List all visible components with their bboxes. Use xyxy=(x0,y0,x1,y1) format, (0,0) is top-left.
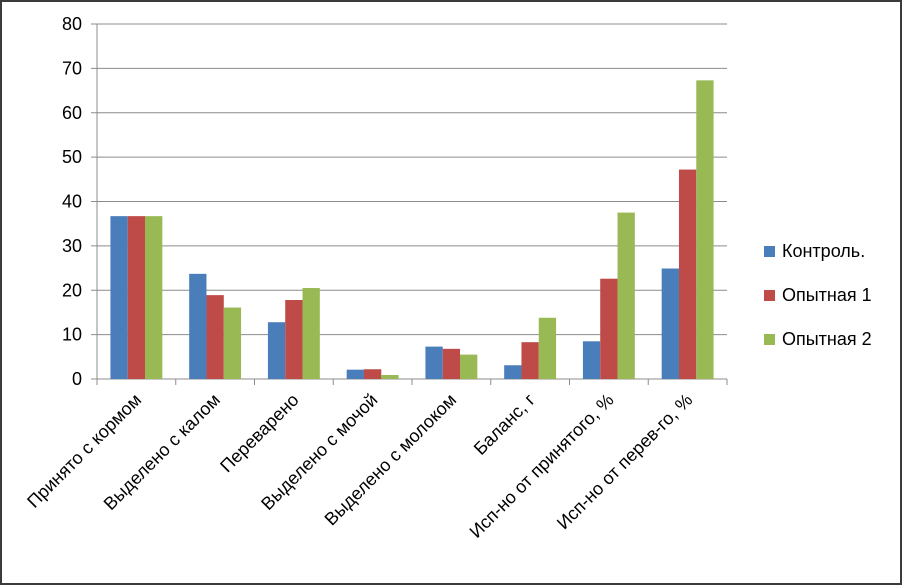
bar xyxy=(442,348,461,379)
bar xyxy=(127,216,146,379)
bars xyxy=(110,80,714,379)
y-tick-label: 70 xyxy=(62,58,82,78)
bar xyxy=(617,212,635,379)
bar xyxy=(425,346,443,379)
bar xyxy=(223,307,242,379)
y-tick-label: 20 xyxy=(62,280,82,300)
bar xyxy=(661,268,679,379)
y-tick-labels: 0 10 20 30 40 50 60 70 80 xyxy=(62,14,82,389)
bar xyxy=(521,342,539,379)
bar xyxy=(504,365,522,379)
y-tick-label: 50 xyxy=(62,147,82,167)
legend-swatch xyxy=(764,334,775,345)
bar xyxy=(600,278,618,379)
bar xyxy=(346,369,364,379)
y-tick-label: 40 xyxy=(62,192,82,212)
x-tick-label: Переварено xyxy=(216,390,302,476)
legend-label: Опытная 2 xyxy=(782,329,872,349)
y-tick-label: 10 xyxy=(62,325,82,345)
y-tick-label: 30 xyxy=(62,236,82,256)
legend-label: Контроль. xyxy=(782,241,865,261)
bar xyxy=(189,273,207,379)
x-tick-label: Исп-но от перев-го, % xyxy=(553,390,697,534)
bar xyxy=(267,322,286,379)
legend: Контроль. Опытная 1 Опытная 2 xyxy=(764,241,872,349)
y-tick-label: 0 xyxy=(72,369,82,389)
legend-swatch xyxy=(764,290,775,301)
bar xyxy=(696,80,714,379)
y-tick-label: 80 xyxy=(62,14,82,34)
bar xyxy=(145,216,163,379)
x-tick-label: Выделено с молоком xyxy=(321,390,461,530)
bar xyxy=(302,288,320,379)
x-tick-label: Баланс, г xyxy=(470,389,539,458)
bar xyxy=(381,375,399,379)
bar xyxy=(363,369,382,379)
bar xyxy=(582,341,601,379)
bar xyxy=(110,216,128,379)
bar xyxy=(460,354,478,379)
legend-label: Опытная 1 xyxy=(782,285,872,305)
bar xyxy=(285,300,303,379)
y-tick-label: 60 xyxy=(62,103,82,123)
bar xyxy=(538,317,557,379)
x-tick-label: Исп-но от принятого, % xyxy=(466,390,618,542)
legend-swatch xyxy=(764,246,775,257)
bar xyxy=(206,295,224,379)
bar xyxy=(678,169,697,379)
